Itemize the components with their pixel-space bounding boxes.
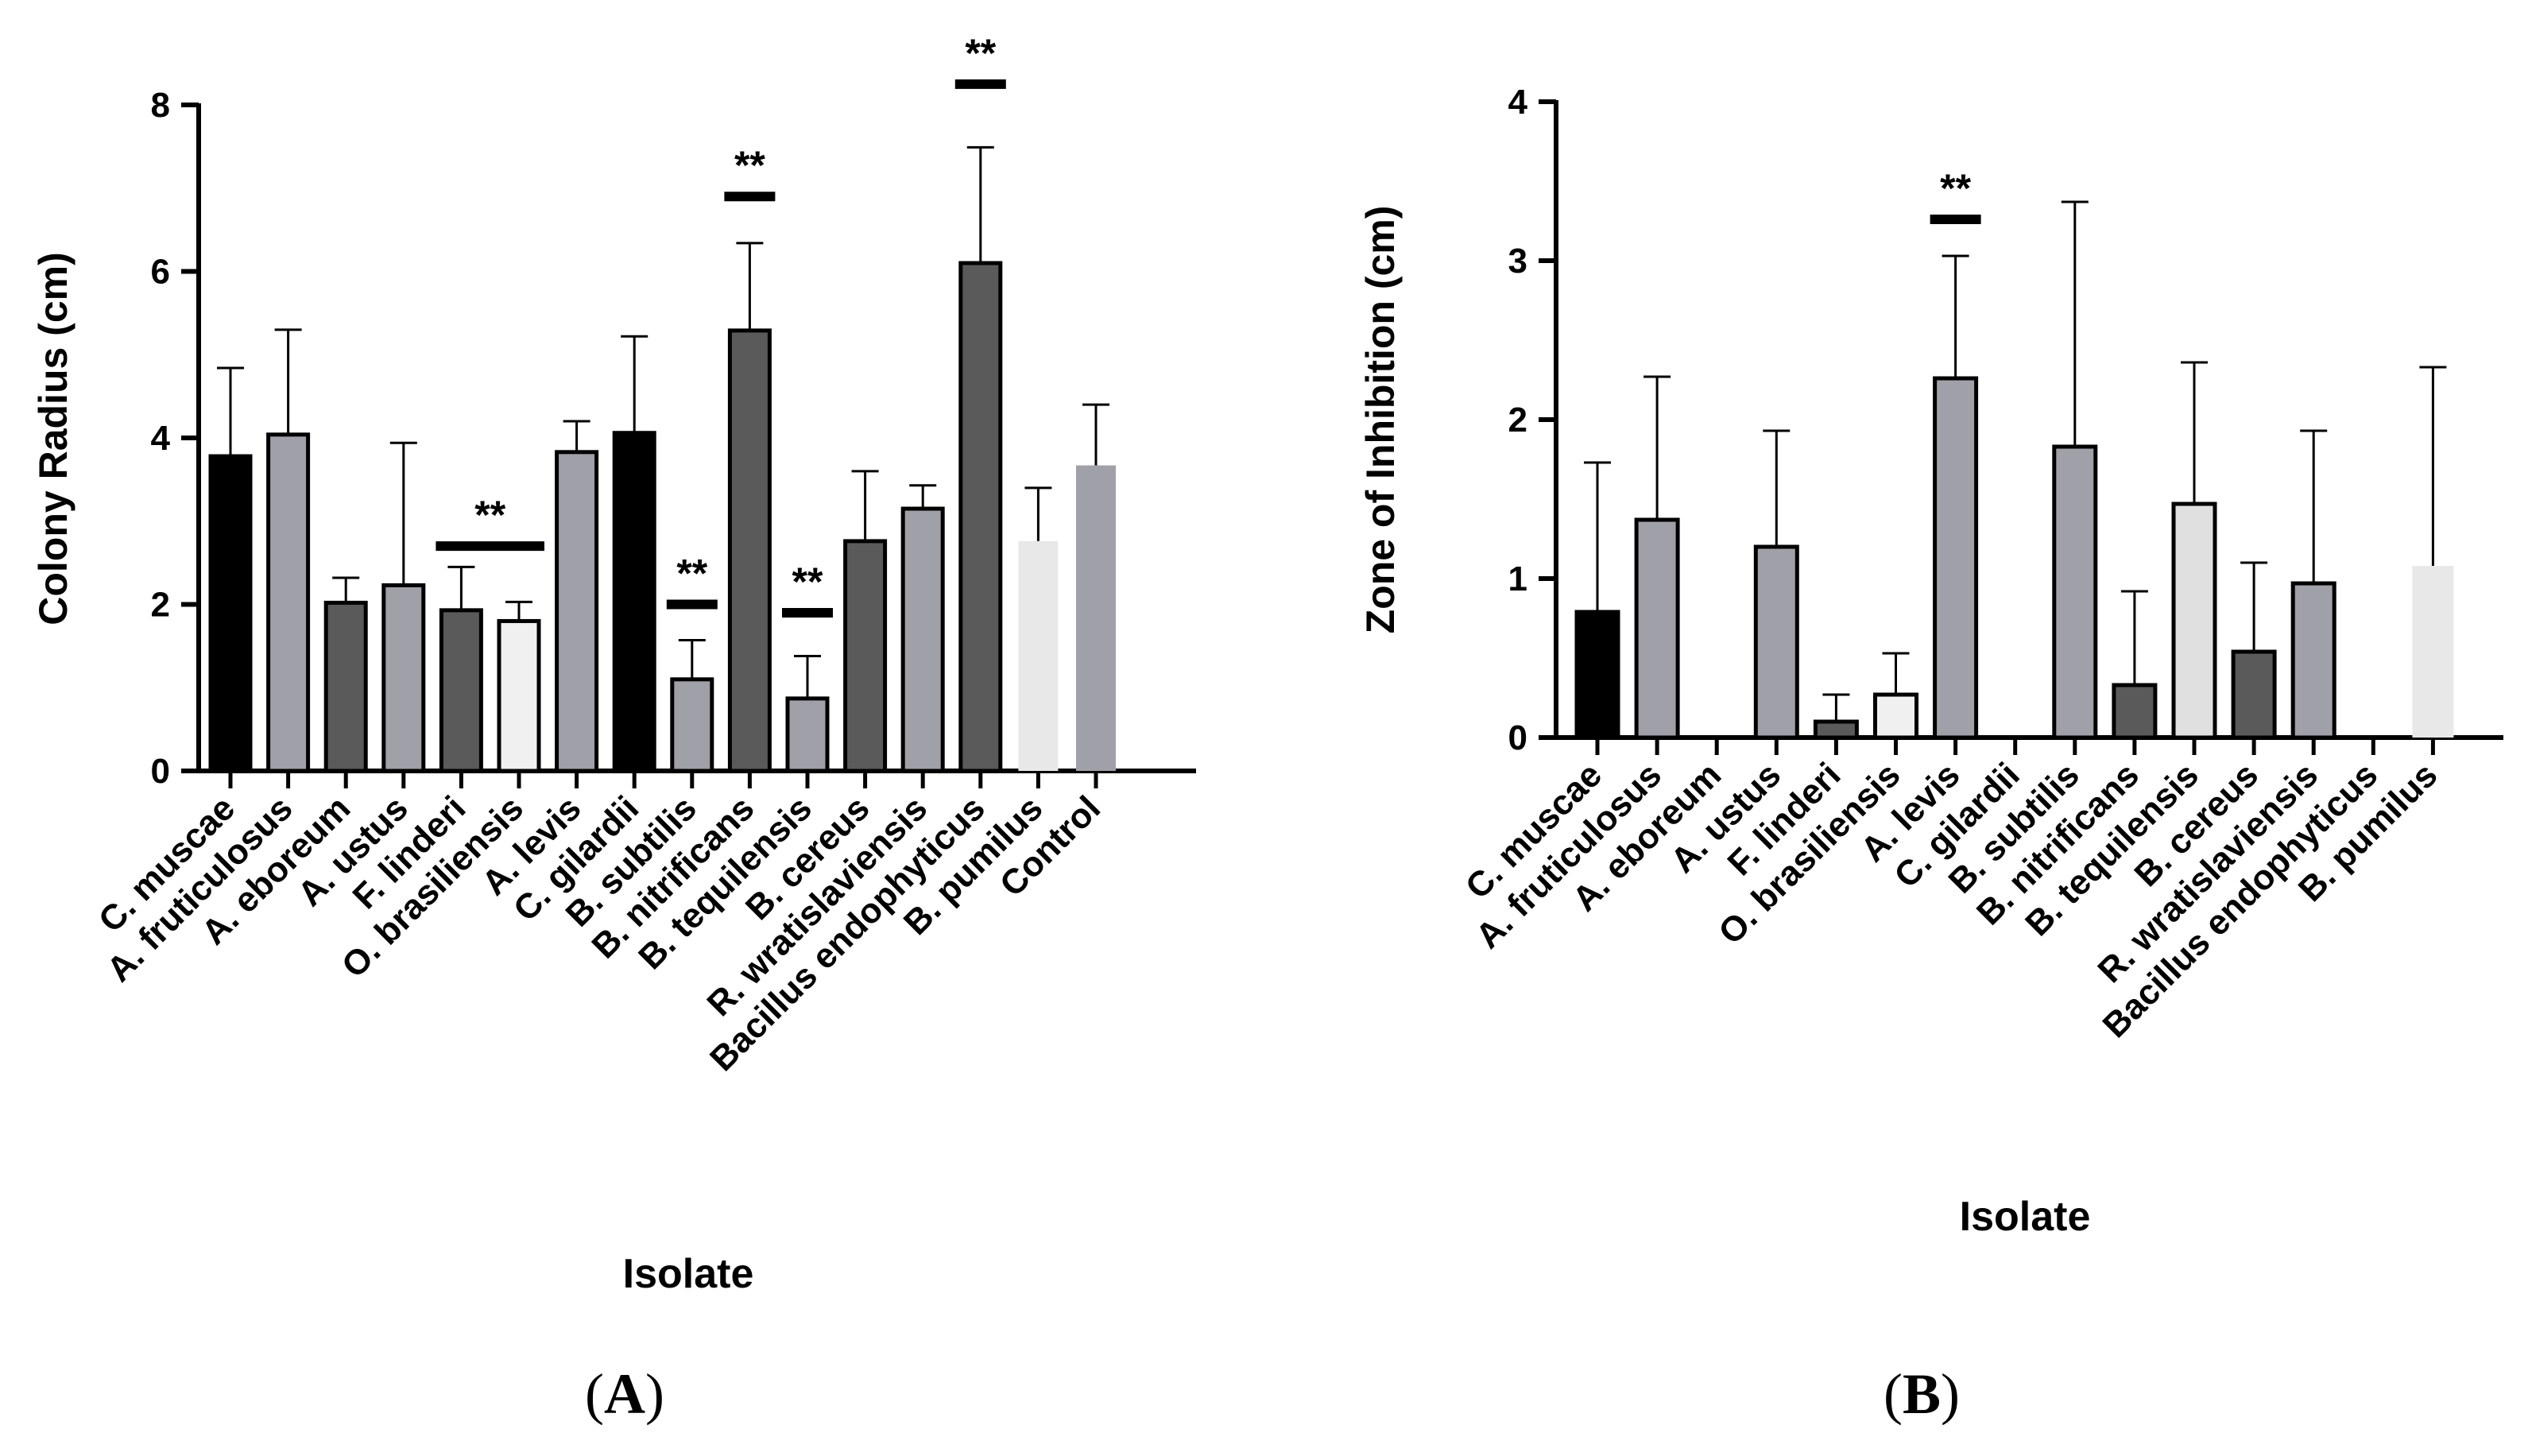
chart-b-ytick-label-1: 1: [1508, 560, 1527, 598]
chart-a-significance-label-4: **: [965, 31, 996, 76]
chart-a-ytick-label-3: 6: [151, 253, 170, 292]
chart-a-panel-label: (A): [585, 1362, 664, 1426]
chart-a-bar-14: [1018, 540, 1059, 771]
chart-a-ylabel: Colony Radius (cm): [31, 252, 75, 625]
chart-a-bar-9: [727, 328, 772, 773]
chart-a-significance-label-1: **: [676, 552, 707, 596]
chart-b-bar-5: [1873, 692, 1918, 740]
chart-b-ytick-label-0: 0: [1508, 718, 1527, 757]
chart-a-bar-12: [900, 506, 945, 773]
chart-b-bar-11: [2231, 649, 2277, 740]
chart-a-xlabel: Isolate: [623, 1251, 754, 1297]
chart-b-bar-6: [1933, 376, 1979, 740]
chart-b-ytick-label-4: 4: [1508, 83, 1528, 122]
chart-a-bar-6: [555, 450, 599, 773]
chart-b-panel-label: (B): [1884, 1362, 1960, 1426]
chart-b-ytick-label-3: 3: [1508, 242, 1527, 281]
chart-a-bar-3: [381, 583, 426, 773]
chart-b-bar-0: [1574, 610, 1620, 740]
chart-a-panel-letter: A: [604, 1362, 645, 1426]
chart-a-significance-label-2: **: [734, 143, 765, 188]
chart-b-panel-letter: B: [1903, 1362, 1941, 1426]
chart-b-bar-1: [1634, 517, 1680, 740]
chart-a-bar-4: [439, 608, 483, 773]
chart-b-bar-4: [1813, 719, 1859, 740]
chart-b-bar-8: [2052, 444, 2098, 740]
chart-b-significance-label-0: **: [1940, 166, 1971, 211]
chart-b-bar-12: [2290, 581, 2336, 740]
chart-a-bar-7: [612, 431, 656, 773]
chart-a-significance-label-3: **: [792, 560, 823, 604]
chart-a-bar-13: [958, 261, 1003, 773]
chart-b-xlabel: Isolate: [1960, 1194, 2091, 1240]
chart-b-bar-10: [2171, 501, 2217, 740]
chart-a-bar-1: [266, 432, 311, 773]
chart-b-ytick-label-2: 2: [1508, 401, 1527, 440]
chart-a-ytick-label-4: 8: [151, 86, 170, 125]
chart-a-bar-15: [1076, 465, 1116, 771]
chart-a-bar-5: [497, 618, 541, 773]
chart-b-bar-9: [2112, 683, 2158, 740]
chart-b-ylabel: Zone of Inhibition (cm): [1358, 206, 1403, 634]
chart-a-bar-8: [670, 677, 714, 773]
chart-a-bar-10: [785, 696, 830, 773]
chart-b: Zone of Inhibition (cm) Isolate (B) 0 1 2 3…: [1358, 83, 2503, 1426]
chart-a-ytick-label-0: 0: [151, 752, 170, 791]
chart-a-ytick-label-2: 4: [151, 419, 171, 458]
chart-a-bar-11: [843, 539, 888, 773]
chart-a-bar-0: [208, 454, 253, 773]
chart-a-bar-2: [323, 600, 368, 773]
chart-a-ytick-label-1: 2: [151, 586, 170, 625]
chart-b-bar-14: [2412, 566, 2454, 738]
chart-b-bar-3: [1753, 544, 1799, 740]
chart-a-significance-label-0: **: [474, 493, 505, 537]
